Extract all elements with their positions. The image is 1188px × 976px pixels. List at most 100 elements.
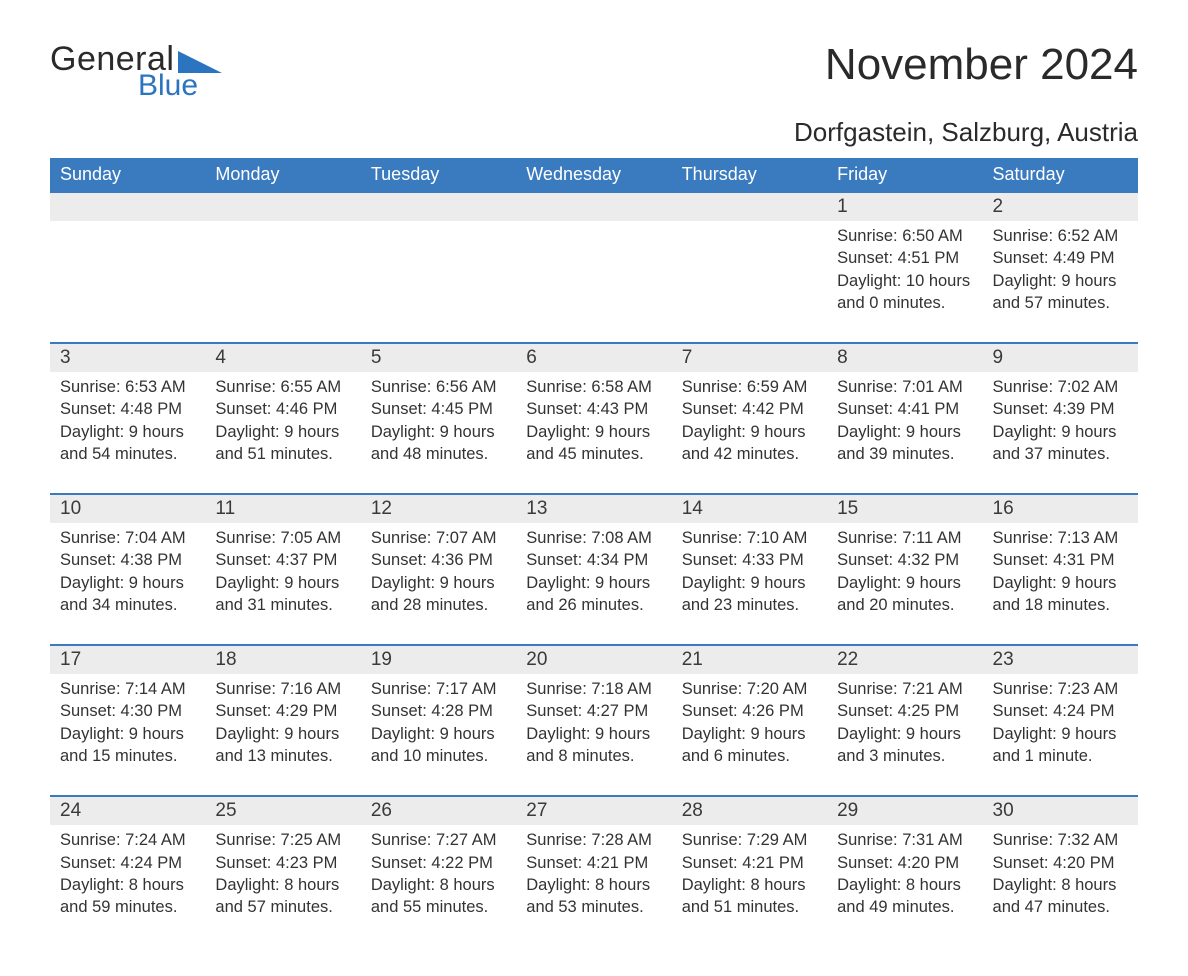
sunrise: Sunrise: 6:53 AM <box>60 376 195 398</box>
daylight-label: Daylight: <box>526 725 595 743</box>
sunrise-value: 6:59 AM <box>747 378 808 396</box>
daylight: Daylight: 9 hours and 57 minutes. <box>993 270 1128 315</box>
sunrise-label: Sunrise: <box>526 378 591 396</box>
day-number-cell: 7 <box>672 343 827 372</box>
sunrise: Sunrise: 7:27 AM <box>371 829 506 851</box>
daylight: Daylight: 9 hours and 8 minutes. <box>526 723 661 768</box>
weekday-header: Tuesday <box>361 158 516 192</box>
day-cell: Sunrise: 7:05 AMSunset: 4:37 PMDaylight:… <box>205 523 360 645</box>
sunset-label: Sunset: <box>682 400 743 418</box>
sunrise-value: 7:20 AM <box>747 680 808 698</box>
daylight: Daylight: 9 hours and 15 minutes. <box>60 723 195 768</box>
brand-logo: General Blue <box>50 40 222 103</box>
daylight: Daylight: 8 hours and 53 minutes. <box>526 874 661 919</box>
sunset-label: Sunset: <box>682 854 743 872</box>
sunset-label: Sunset: <box>837 551 898 569</box>
sunset-value: 4:24 PM <box>121 854 182 872</box>
sunrise: Sunrise: 7:32 AM <box>993 829 1128 851</box>
sunset-value: 4:45 PM <box>431 400 492 418</box>
day-number-cell: 6 <box>516 343 671 372</box>
sunset-value: 4:32 PM <box>898 551 959 569</box>
daylight-label: Daylight: <box>837 423 906 441</box>
daylight: Daylight: 8 hours and 51 minutes. <box>682 874 817 919</box>
daylight: Daylight: 9 hours and 31 minutes. <box>215 572 350 617</box>
sunset: Sunset: 4:21 PM <box>682 852 817 874</box>
sunset: Sunset: 4:20 PM <box>837 852 972 874</box>
sunrise: Sunrise: 7:29 AM <box>682 829 817 851</box>
sunset-label: Sunset: <box>993 854 1054 872</box>
day-number: 2 <box>993 196 1004 217</box>
sunrise: Sunrise: 7:10 AM <box>682 527 817 549</box>
sunset: Sunset: 4:34 PM <box>526 549 661 571</box>
sunset: Sunset: 4:20 PM <box>993 852 1128 874</box>
day-number-cell: 11 <box>205 494 360 523</box>
day-cell: Sunrise: 7:07 AMSunset: 4:36 PMDaylight:… <box>361 523 516 645</box>
sunset-value: 4:21 PM <box>587 854 648 872</box>
daylight-label: Daylight: <box>371 876 440 894</box>
sunrise-value: 7:13 AM <box>1058 529 1119 547</box>
day-number: 17 <box>60 649 81 670</box>
sunset: Sunset: 4:30 PM <box>60 700 195 722</box>
week-daynum-row: 3456789 <box>50 343 1138 372</box>
sunset-value: 4:33 PM <box>742 551 803 569</box>
daylight: Daylight: 8 hours and 59 minutes. <box>60 874 195 919</box>
day-number: 21 <box>682 649 703 670</box>
day-cell: Sunrise: 6:53 AMSunset: 4:48 PMDaylight:… <box>50 372 205 494</box>
sunset: Sunset: 4:31 PM <box>993 549 1128 571</box>
sunset-value: 4:42 PM <box>742 400 803 418</box>
daylight-label: Daylight: <box>993 876 1062 894</box>
sunset-label: Sunset: <box>682 702 743 720</box>
sunset-label: Sunset: <box>371 400 432 418</box>
day-number: 6 <box>526 347 537 368</box>
day-number-cell: 3 <box>50 343 205 372</box>
day-cell: Sunrise: 7:16 AMSunset: 4:29 PMDaylight:… <box>205 674 360 796</box>
sunrise-label: Sunrise: <box>526 529 591 547</box>
day-cell: Sunrise: 7:01 AMSunset: 4:41 PMDaylight:… <box>827 372 982 494</box>
sunrise: Sunrise: 7:04 AM <box>60 527 195 549</box>
empty-cell <box>361 221 516 343</box>
sunrise-label: Sunrise: <box>371 831 436 849</box>
daylight: Daylight: 8 hours and 57 minutes. <box>215 874 350 919</box>
daylight: Daylight: 9 hours and 37 minutes. <box>993 421 1128 466</box>
sunrise-value: 7:25 AM <box>281 831 342 849</box>
day-number: 14 <box>682 498 703 519</box>
day-number-cell: 24 <box>50 796 205 825</box>
daylight-label: Daylight: <box>60 725 129 743</box>
sunset-value: 4:23 PM <box>276 854 337 872</box>
sunset: Sunset: 4:48 PM <box>60 398 195 420</box>
calendar-header: SundayMondayTuesdayWednesdayThursdayFrid… <box>50 158 1138 192</box>
sunset-value: 4:20 PM <box>898 854 959 872</box>
sunrise: Sunrise: 7:02 AM <box>993 376 1128 398</box>
day-cell: Sunrise: 7:20 AMSunset: 4:26 PMDaylight:… <box>672 674 827 796</box>
daylight-label: Daylight: <box>60 574 129 592</box>
sunset: Sunset: 4:26 PM <box>682 700 817 722</box>
daylight-label: Daylight: <box>682 725 751 743</box>
day-number-cell: 29 <box>827 796 982 825</box>
day-number: 22 <box>837 649 858 670</box>
sunset-label: Sunset: <box>682 551 743 569</box>
sunrise: Sunrise: 6:56 AM <box>371 376 506 398</box>
daylight-label: Daylight: <box>837 574 906 592</box>
sunrise: Sunrise: 7:14 AM <box>60 678 195 700</box>
day-number-cell: 10 <box>50 494 205 523</box>
sunset-value: 4:37 PM <box>276 551 337 569</box>
day-number: 11 <box>215 498 235 519</box>
sunrise-label: Sunrise: <box>60 831 125 849</box>
day-number: 4 <box>215 347 226 368</box>
sunrise-label: Sunrise: <box>215 680 280 698</box>
sunset: Sunset: 4:27 PM <box>526 700 661 722</box>
sunset: Sunset: 4:36 PM <box>371 549 506 571</box>
sunset-label: Sunset: <box>371 854 432 872</box>
day-number-cell: 23 <box>983 645 1138 674</box>
daylight: Daylight: 9 hours and 39 minutes. <box>837 421 972 466</box>
sunset-value: 4:26 PM <box>742 702 803 720</box>
sunset-label: Sunset: <box>60 854 121 872</box>
sunset: Sunset: 4:24 PM <box>993 700 1128 722</box>
day-number-cell: 2 <box>983 192 1138 221</box>
header-row: General Blue November 2024 <box>50 40 1138 103</box>
sunset-value: 4:27 PM <box>587 702 648 720</box>
day-cell: Sunrise: 6:56 AMSunset: 4:45 PMDaylight:… <box>361 372 516 494</box>
sunrise: Sunrise: 6:52 AM <box>993 225 1128 247</box>
day-cell: Sunrise: 7:14 AMSunset: 4:30 PMDaylight:… <box>50 674 205 796</box>
sunrise-value: 7:29 AM <box>747 831 808 849</box>
